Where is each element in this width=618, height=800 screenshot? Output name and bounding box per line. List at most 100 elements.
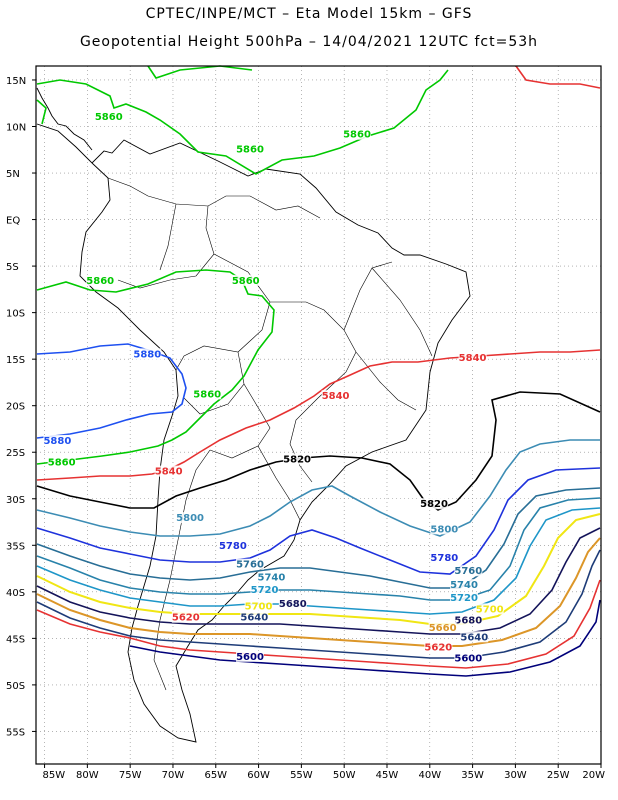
tick-label-lat: 50S (6, 681, 25, 692)
contour-label-bg (154, 465, 183, 477)
tick-label-lat: 20S (6, 402, 25, 413)
contour-5680 (36, 527, 601, 635)
contour-label-bg (250, 583, 279, 595)
contour-label: 5620 (172, 613, 200, 624)
contour-5660 (36, 537, 601, 647)
tick-label-lon: 50W (333, 770, 356, 781)
contour-label-bg (47, 456, 76, 468)
tick-label-lat: 35S (6, 541, 25, 552)
contour-label-bg (171, 611, 200, 623)
contour-label-bg (218, 540, 247, 552)
contour-label: 5820 (420, 499, 448, 510)
contour-label-bg (475, 603, 504, 615)
tick-label-lon: 20W (582, 770, 605, 781)
tick-label-lat: 15S (6, 355, 25, 366)
contour-label: 5640 (240, 613, 268, 624)
tick-label-lat: EQ (6, 216, 20, 227)
contour-label: 5740 (450, 580, 478, 591)
map-frame (35, 65, 602, 765)
contour-label-bg (236, 650, 265, 662)
contour-label-bg (430, 523, 459, 535)
contour-5800 (36, 439, 600, 537)
contour-label-bg (278, 597, 307, 609)
map-title-line2: Geopotential Height 500hPa – 14/04/2021 … (79, 34, 539, 50)
contour-5620 (36, 579, 601, 669)
contour-label-bg (283, 453, 312, 465)
tick-label-lat: 5S (6, 262, 19, 273)
contour-5860-mid (36, 269, 275, 465)
axis-ticks: 15N 10N 5N EQ 5S 10S 15S 20S 25S 30S 35S 40S 45S 50S 5… (6, 76, 605, 781)
contour-label-bg (343, 128, 372, 140)
contour-5840-corner (515, 65, 601, 89)
contour-label: 5860 (48, 457, 76, 468)
tick-label-lon: 80W (76, 770, 99, 781)
contour-5880-a (36, 343, 187, 439)
contour-label-bg (176, 512, 205, 524)
contour-5820 (36, 391, 601, 511)
contour-label: 5840 (155, 467, 183, 478)
contour-label-bg (94, 111, 123, 123)
contour-label: 5760 (454, 566, 482, 577)
contour-label-bg (240, 611, 269, 623)
tick-label-lat: 25S (6, 448, 25, 459)
tick-label-lat: 40S (6, 588, 25, 599)
tick-label-lat: 10S (6, 309, 25, 320)
tick-label-lon: 30W (504, 770, 527, 781)
country-borders (107, 177, 433, 691)
south-america-coastline (36, 123, 471, 743)
contour-5640 (36, 549, 601, 659)
contour-label: 5700 (245, 602, 273, 613)
contour-label: 5860 (343, 130, 371, 141)
contour-label: 5700 (476, 604, 504, 615)
tick-label-lon: 65W (204, 770, 227, 781)
central-america-coastline (36, 87, 93, 151)
map-title-line1: CPTEC/INPE/MCT – Eta Model 15km – GFS (145, 6, 473, 22)
tick-label-lat: 45S (6, 634, 25, 645)
contour-label-bg (458, 352, 487, 364)
contour-label: 5760 (236, 560, 264, 571)
contour-label-bg (454, 614, 483, 626)
tick-label-lon: 60W (247, 770, 270, 781)
contour-label: 5860 (193, 389, 221, 400)
tick-label-lon: 70W (162, 770, 185, 781)
contour-label-bg (321, 390, 350, 402)
contour-label-bg (86, 274, 115, 286)
contour-label: 5860 (86, 276, 114, 287)
contour-label: 5600 (454, 654, 482, 665)
tick-label-lat: 55S (6, 727, 25, 738)
contour-5600 (129, 599, 601, 677)
contour-label-bg (454, 565, 483, 577)
contour-label-bg (454, 652, 483, 664)
tick-label-lon: 55W (290, 770, 313, 781)
contour-label: 5880 (133, 349, 161, 360)
tick-label-lon: 35W (461, 770, 484, 781)
tick-label-lat: 5N (6, 169, 20, 180)
contour-label: 5880 (43, 436, 71, 447)
contour-5700 (36, 513, 601, 625)
contour-label: 5860 (236, 145, 264, 156)
contour-label: 5680 (279, 599, 307, 610)
contour-5720 (36, 507, 601, 615)
contour-label-bg (420, 498, 449, 510)
contour-label: 5820 (283, 455, 311, 466)
contour-label-bg (430, 552, 459, 564)
contour-5780 (36, 467, 601, 575)
tick-label-lon: 85W (43, 770, 66, 781)
tick-label-lon: 45W (376, 770, 399, 781)
contour-label-bg (428, 621, 457, 633)
tick-label-lat: 15N (6, 76, 26, 87)
contour-label-bg (460, 631, 489, 643)
tick-label-lon: 75W (119, 770, 142, 781)
contour-label: 5740 (257, 573, 285, 584)
contour-label: 5640 (460, 632, 488, 643)
coastline (36, 87, 471, 743)
tick-label-lat: 30S (6, 495, 25, 506)
contour-labels: 5860 5860 5860 5860 5860 5860 5860 5880 5880 5840… (43, 111, 504, 665)
contour-label: 5600 (236, 652, 264, 663)
contour-5740 (36, 497, 601, 601)
contour-label: 5840 (322, 391, 350, 402)
tick-label-lon: 40W (418, 770, 441, 781)
contour-label: 5860 (232, 276, 260, 287)
contour-label-bg (236, 558, 265, 570)
